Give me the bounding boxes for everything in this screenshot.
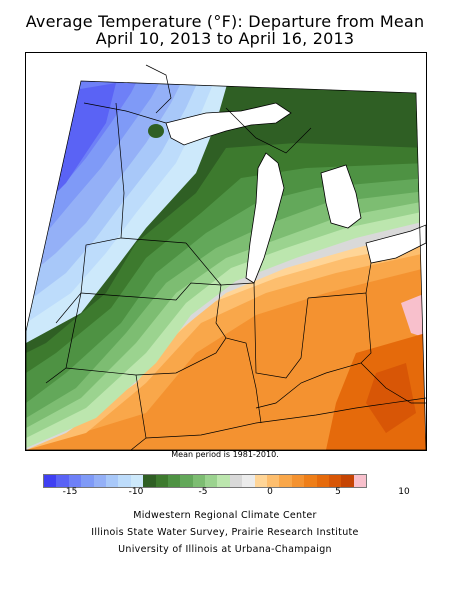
legend-swatch xyxy=(353,475,367,487)
boundaries xyxy=(26,64,426,450)
legend-tick-label: -10 xyxy=(128,487,144,497)
credit-isws: Illinois State Water Survey, Prairie Res… xyxy=(91,527,359,538)
color-scale-legend xyxy=(43,474,368,488)
legend-swatch xyxy=(267,475,280,487)
legend-tick-label: 0 xyxy=(267,487,273,497)
legend-tick-label: 10 xyxy=(398,487,410,497)
temperature-field xyxy=(26,81,426,450)
legend-swatch xyxy=(217,475,230,487)
legend-swatch xyxy=(105,475,119,487)
legend-swatch xyxy=(279,475,292,487)
legend-swatch xyxy=(328,475,342,487)
credit-uiuc: University of Illinois at Urbana-Champai… xyxy=(118,544,332,555)
legend-swatch xyxy=(192,475,206,487)
legend-swatch xyxy=(304,475,317,487)
legend-swatch xyxy=(180,475,193,487)
legend-swatch xyxy=(155,475,168,487)
map-title: Average Temperature (°F): Departure from… xyxy=(25,12,425,31)
legend-swatch xyxy=(316,475,329,487)
mean-period-note: Mean period is 1981-2010. xyxy=(171,450,279,459)
legend-swatch xyxy=(130,475,144,487)
legend-swatch xyxy=(205,475,218,487)
legend-swatch xyxy=(242,475,255,487)
legend-swatch xyxy=(68,475,82,487)
credit-mrcc: Midwestern Regional Climate Center xyxy=(133,510,317,521)
great-lakes xyxy=(165,102,426,284)
legend-swatch xyxy=(44,475,57,487)
legend-swatch xyxy=(254,475,268,487)
legend-swatch xyxy=(143,475,156,487)
legend-tick-label: 5 xyxy=(335,487,341,497)
map-canvas xyxy=(26,64,426,450)
map-date-range: April 10, 2013 to April 16, 2013 xyxy=(95,29,355,48)
legend-swatch xyxy=(118,475,131,487)
legend-swatch xyxy=(167,475,181,487)
legend-swatch xyxy=(291,475,305,487)
legend-tick-label: -5 xyxy=(198,487,208,497)
legend-swatch xyxy=(341,475,354,487)
legend-swatch xyxy=(229,475,243,487)
legend-swatch xyxy=(93,475,106,487)
legend-swatch xyxy=(56,475,69,487)
legend-swatch xyxy=(81,475,94,487)
temperature-departure-map xyxy=(25,52,427,451)
legend-tick-label: -15 xyxy=(62,487,78,497)
